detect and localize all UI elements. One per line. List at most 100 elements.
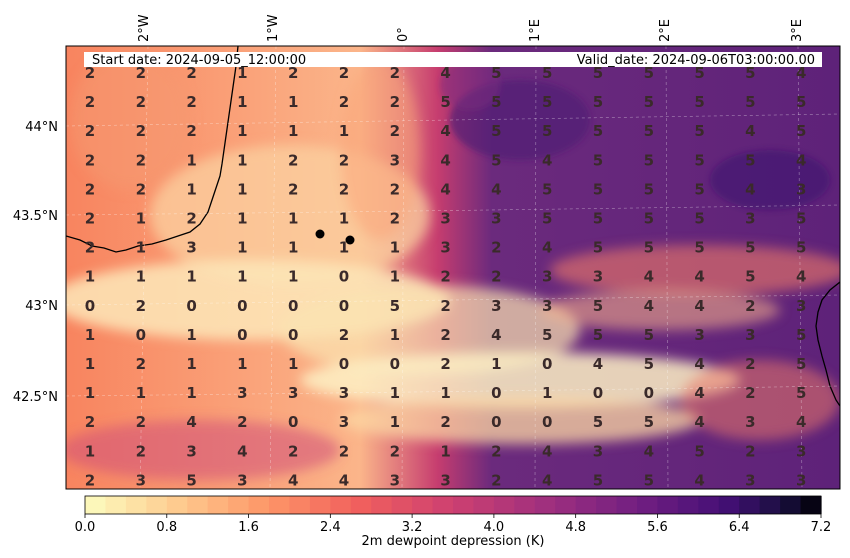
- grid-value: 2: [491, 268, 501, 286]
- grid-value: 5: [745, 268, 755, 286]
- grid-value: 4: [542, 239, 552, 257]
- grid-value: 5: [593, 93, 603, 111]
- grid-value: 5: [542, 210, 552, 228]
- grid-value: 2: [85, 122, 95, 140]
- grid-value: 2: [390, 210, 400, 228]
- colorbar-cell: [371, 496, 393, 514]
- colorbar-cell: [759, 496, 781, 514]
- grid-value: 4: [186, 413, 196, 431]
- graticule: [66, 46, 840, 489]
- colorbar: 0.0 0.8 1.6 2.4 3.2 4.0 4.8 5.6 6.4 7.2 2m dewpoi…: [75, 495, 831, 549]
- grid-value: 1: [288, 355, 298, 373]
- colorbar-cell: [493, 496, 515, 514]
- grid-value: 4: [796, 151, 806, 169]
- grid-value: 1: [390, 239, 400, 257]
- grid-value: 5: [593, 64, 603, 82]
- grid-value: 4: [796, 268, 806, 286]
- grid-value: 5: [644, 471, 654, 489]
- grid-value: 3: [390, 151, 400, 169]
- grid-value: 5: [796, 93, 806, 111]
- grid-value: 1: [237, 268, 247, 286]
- coastline-east: [815, 281, 840, 407]
- grid-value: 3: [339, 413, 349, 431]
- grid-value: 3: [491, 210, 501, 228]
- latitude-labels: 44°N 43.5°N 43°N 42.5°N: [13, 120, 58, 405]
- grid-value: 1: [440, 384, 450, 402]
- grid-value: 5: [644, 151, 654, 169]
- grid-value: 1: [85, 326, 95, 344]
- colorbar-cell: [739, 496, 761, 514]
- grid-value: 2: [339, 326, 349, 344]
- colorbar-border: [84, 495, 822, 515]
- grid-value: 2: [491, 239, 501, 257]
- grid-value: 3: [796, 442, 806, 460]
- lon-label: 1°E: [528, 19, 543, 42]
- field-shading: [66, 50, 840, 480]
- grid-value: 3: [542, 268, 552, 286]
- station-marker: [345, 235, 355, 245]
- grid-value: 2: [745, 297, 755, 315]
- grid-value: 2: [237, 413, 247, 431]
- grid-value: 2: [85, 210, 95, 228]
- grid-value: 2: [186, 122, 196, 140]
- grid-value: 5: [542, 64, 552, 82]
- colorbar-cell: [125, 496, 147, 514]
- grid-value: 1: [542, 384, 552, 402]
- grid-value: 1: [85, 384, 95, 402]
- grid-value: 3: [491, 297, 501, 315]
- grid-value: 1: [288, 268, 298, 286]
- colorbar-tick-label: 4.8: [565, 520, 586, 535]
- colorbar-tick-label: 2.4: [320, 520, 341, 535]
- colorbar-tick-label: 1.6: [238, 520, 259, 535]
- colorbar-cell: [432, 496, 454, 514]
- grid-value-labels: 2 2 2 1 2 2 2 4 5 5 5 5 5 5 4 2 2 2 1 1 2 2 5 5 5 5 5 5 5 5 2 2 2 1 1 1 2 4 5 5…: [85, 64, 807, 489]
- lat-label: 42.5°N: [13, 390, 58, 405]
- grid-value: 1: [237, 210, 247, 228]
- grid-value: 4: [644, 297, 654, 315]
- grid-value: 1: [237, 122, 247, 140]
- lon-label: 1°W: [266, 14, 281, 42]
- grid-value: 5: [694, 239, 704, 257]
- grid-value: 3: [186, 239, 196, 257]
- grid-value: 5: [796, 355, 806, 373]
- colorbar-tick-label: 0.0: [75, 520, 96, 535]
- grid-value: 1: [288, 122, 298, 140]
- grid-value: 5: [593, 239, 603, 257]
- grid-value: 3: [136, 471, 146, 489]
- grid-value: 1: [136, 210, 146, 228]
- grid-value: 3: [237, 384, 247, 402]
- grid-value: 5: [796, 122, 806, 140]
- grid-value: 1: [85, 442, 95, 460]
- grid-value: 0: [339, 297, 349, 315]
- grid-value: 4: [745, 180, 755, 198]
- grid-value: 5: [542, 122, 552, 140]
- colorbar-cell: [575, 496, 597, 514]
- grid-value: 2: [136, 151, 146, 169]
- colorbar-cell: [248, 496, 270, 514]
- grid-value: 1: [186, 180, 196, 198]
- grid-value: 2: [186, 64, 196, 82]
- grid-value: 4: [796, 413, 806, 431]
- grid-value: 5: [694, 122, 704, 140]
- grid-value: 3: [745, 210, 755, 228]
- grid-value: 2: [390, 93, 400, 111]
- colorbar-cell: [146, 496, 168, 514]
- grid-value: 2: [440, 326, 450, 344]
- grid-value: 4: [694, 297, 704, 315]
- grid-value: 3: [745, 413, 755, 431]
- grid-value: 5: [491, 151, 501, 169]
- grid-value: 0: [237, 326, 247, 344]
- grid-value: 1: [339, 122, 349, 140]
- grid-value: 5: [644, 413, 654, 431]
- grid-value: 2: [390, 442, 400, 460]
- grid-value: 1: [237, 64, 247, 82]
- info-bar: [84, 52, 822, 67]
- grid-value: 2: [491, 471, 501, 489]
- grid-value: 2: [440, 355, 450, 373]
- grid-value: 0: [288, 297, 298, 315]
- grid-value: 2: [136, 180, 146, 198]
- grid-value: 2: [136, 442, 146, 460]
- grid-value: 1: [85, 268, 95, 286]
- grid-value: 4: [542, 442, 552, 460]
- colorbar-cell: [391, 496, 413, 514]
